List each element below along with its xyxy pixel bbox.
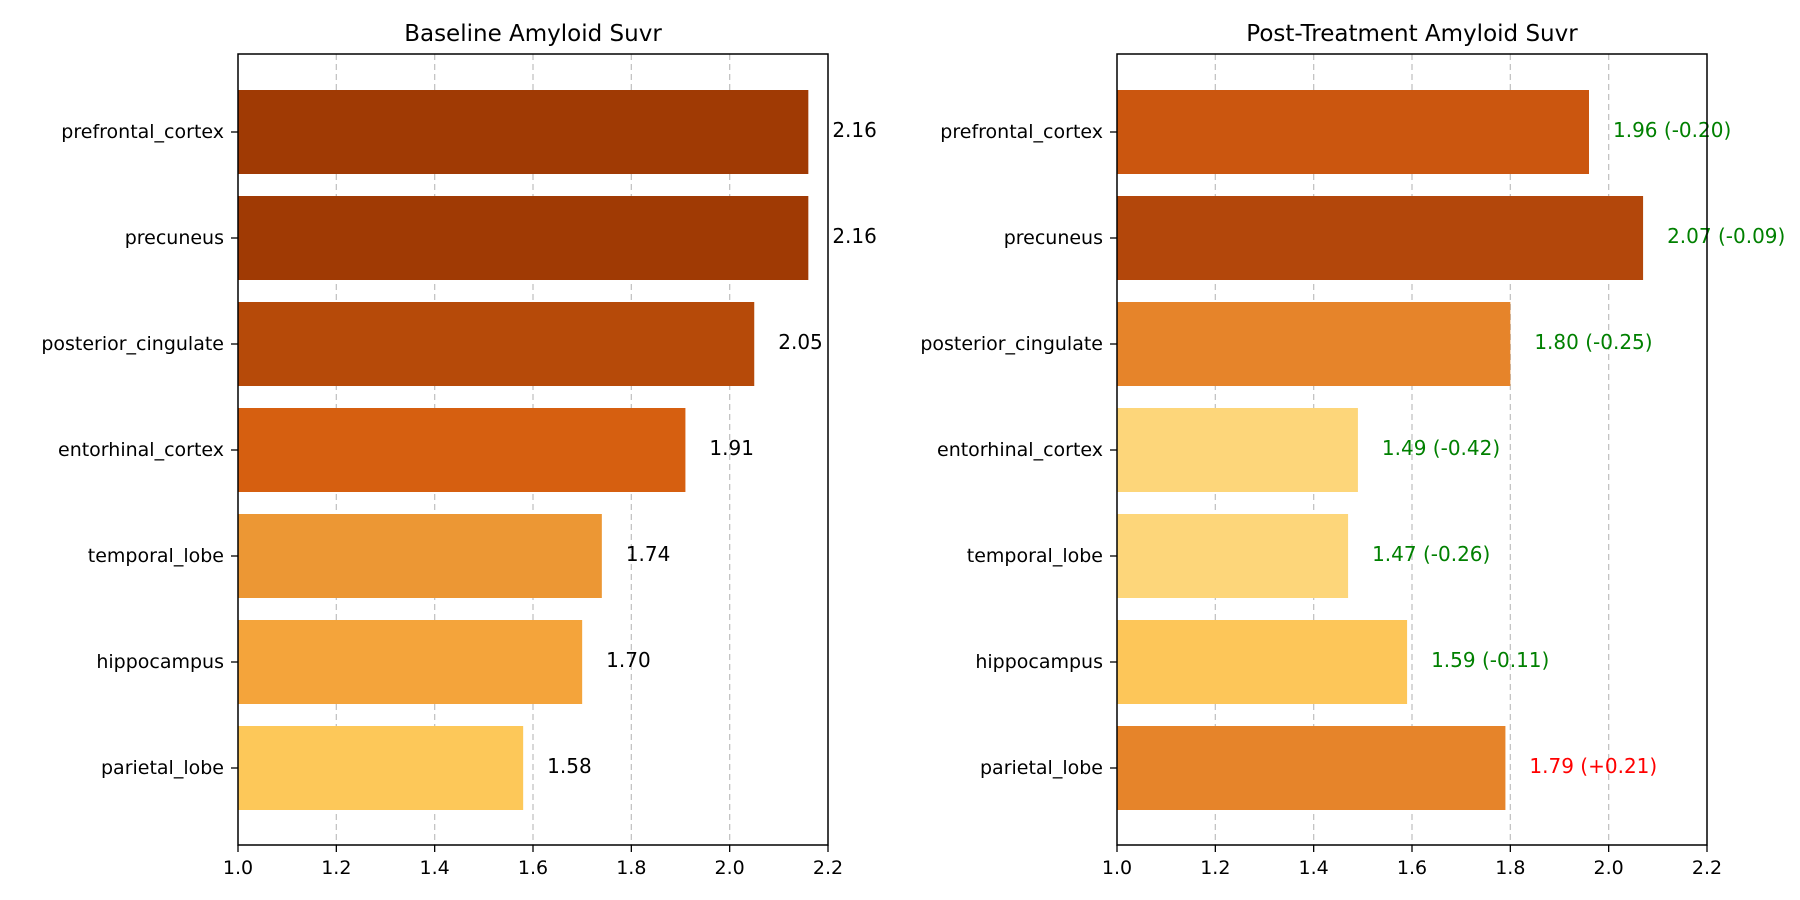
post-treatment-category-label: posterior_cingulate bbox=[920, 333, 1103, 355]
post-treatment-category-label: precuneus bbox=[1004, 227, 1103, 249]
baseline-bar-temporal_lobe bbox=[238, 514, 602, 598]
baseline-chart-panel: prefrontal_cortex 2.16 precuneus 2.16 poster… bbox=[41, 21, 877, 879]
baseline-bar-parietal_lobe bbox=[238, 726, 524, 810]
post-treatment-category-label: entorhinal_cortex bbox=[937, 439, 1103, 461]
post-treatment-chart-panel: prefrontal_cortex 1.96 (-0.20) precuneus 2.… bbox=[920, 21, 1785, 879]
post-treatment-category-label: hippocampus bbox=[975, 651, 1103, 673]
baseline-x-tick-label: 2.2 bbox=[813, 857, 843, 879]
baseline-data-label: 2.16 bbox=[832, 118, 877, 142]
baseline-x-tick-label: 1.6 bbox=[518, 857, 548, 879]
post-treatment-bar-parietal_lobe bbox=[1117, 726, 1506, 810]
baseline-x-tick-label: 1.0 bbox=[223, 857, 253, 879]
baseline-bar-prefrontal_cortex bbox=[238, 90, 809, 174]
baseline-data-label: 1.74 bbox=[626, 542, 671, 566]
baseline-plot-frame bbox=[237, 53, 829, 846]
post-treatment-chart-title: Post-Treatment Amyloid Suvr bbox=[1246, 21, 1578, 47]
post-treatment-x-tick-label: 2.2 bbox=[1692, 857, 1722, 879]
baseline-data-label: 1.70 bbox=[606, 648, 651, 672]
baseline-x-tick-label: 1.8 bbox=[616, 857, 646, 879]
post-treatment-x-tick-label: 1.2 bbox=[1200, 857, 1230, 879]
baseline-x-tick-label: 2.0 bbox=[715, 857, 745, 879]
baseline-bar-hippocampus bbox=[238, 620, 583, 704]
baseline-category-label: posterior_cingulate bbox=[41, 333, 224, 355]
baseline-category-label: parietal_lobe bbox=[101, 757, 224, 779]
baseline-data-label: 2.05 bbox=[778, 330, 823, 354]
post-treatment-bar-temporal_lobe bbox=[1117, 514, 1349, 598]
post-treatment-x-tick-label: 1.0 bbox=[1102, 857, 1132, 879]
baseline-bar-posterior_cingulate bbox=[238, 302, 755, 386]
baseline-category-label: temporal_lobe bbox=[88, 545, 224, 567]
post-treatment-x-tick-label: 1.8 bbox=[1495, 857, 1525, 879]
post-treatment-bar-prefrontal_cortex bbox=[1117, 90, 1589, 174]
post-treatment-data-label: 1.79 (+0.21) bbox=[1529, 754, 1657, 778]
baseline-category-label: prefrontal_cortex bbox=[61, 121, 224, 143]
post-treatment-x-tick-label: 1.6 bbox=[1397, 857, 1427, 879]
post-treatment-data-label: 1.96 (-0.20) bbox=[1613, 118, 1731, 142]
post-treatment-category-label: parietal_lobe bbox=[980, 757, 1103, 779]
post-treatment-data-label: 2.07 (-0.09) bbox=[1667, 224, 1785, 248]
baseline-x-tick-label: 1.4 bbox=[420, 857, 450, 879]
post-treatment-x-tick-label: 1.4 bbox=[1299, 857, 1329, 879]
post-treatment-plot-frame bbox=[1116, 53, 1708, 846]
baseline-data-label: 1.58 bbox=[547, 754, 592, 778]
post-treatment-x-tick-label: 2.0 bbox=[1594, 857, 1624, 879]
post-treatment-bar-hippocampus bbox=[1117, 620, 1408, 704]
post-treatment-category-label: temporal_lobe bbox=[967, 545, 1103, 567]
post-treatment-category-label: prefrontal_cortex bbox=[940, 121, 1103, 143]
post-treatment-data-label: 1.80 (-0.25) bbox=[1534, 330, 1652, 354]
baseline-data-label: 1.91 bbox=[709, 436, 754, 460]
baseline-category-label: precuneus bbox=[125, 227, 224, 249]
post-treatment-bar-precuneus bbox=[1117, 196, 1644, 280]
baseline-data-label: 2.16 bbox=[832, 224, 877, 248]
post-treatment-bar-posterior_cingulate bbox=[1117, 302, 1511, 386]
baseline-category-label: entorhinal_cortex bbox=[58, 439, 224, 461]
baseline-bar-entorhinal_cortex bbox=[238, 408, 686, 492]
post-treatment-bar-entorhinal_cortex bbox=[1117, 408, 1358, 492]
baseline-category-label: hippocampus bbox=[96, 651, 224, 673]
post-treatment-data-label: 1.59 (-0.11) bbox=[1431, 648, 1549, 672]
baseline-chart-title: Baseline Amyloid Suvr bbox=[404, 21, 662, 47]
post-treatment-data-label: 1.47 (-0.26) bbox=[1372, 542, 1490, 566]
baseline-bar-precuneus bbox=[238, 196, 809, 280]
post-treatment-data-label: 1.49 (-0.42) bbox=[1382, 436, 1500, 460]
baseline-x-tick-label: 1.2 bbox=[321, 857, 351, 879]
